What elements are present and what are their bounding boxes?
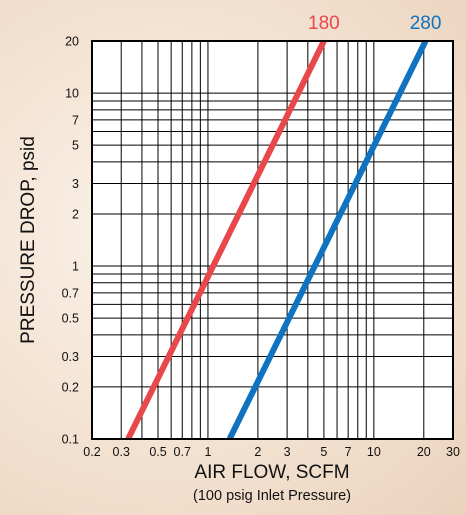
y-tick-label: 0.2 (62, 380, 79, 394)
y-tick-label: 10 (65, 87, 79, 101)
x-tick-labels: 0.2 0.3 0.5 0.7 1 2 3 5 7 10 20 30 (83, 445, 460, 459)
x-tick-label: 5 (320, 445, 327, 459)
x-tick-label: 7 (345, 445, 352, 459)
x-axis-note: (100 psig Inlet Pressure) (193, 488, 351, 504)
y-tick-label: 1 (72, 260, 79, 274)
x-tick-label: 1 (204, 445, 211, 459)
y-tick-label: 7 (72, 113, 79, 127)
series-label-180: 180 (308, 13, 340, 34)
y-tick-label: 3 (72, 177, 79, 191)
series-line-280 (226, 39, 429, 441)
x-tick-label: 30 (446, 445, 460, 459)
x-tick-label: 0.2 (83, 445, 100, 459)
y-tick-labels: 0.1 0.2 0.3 0.5 0.7 1 2 3 5 7 10 20 (62, 35, 79, 447)
x-tick-label: 0.3 (113, 445, 130, 459)
y-tick-label: 0.3 (62, 350, 79, 364)
y-axis-title: PRESSURE DROP, psid (18, 136, 39, 344)
y-tick-label: 2 (72, 207, 79, 221)
y-tick-label: 0.7 (62, 286, 79, 300)
x-tick-label: 2 (254, 445, 261, 459)
y-tick-label: 20 (65, 35, 79, 49)
y-tick-label: 5 (72, 139, 79, 153)
y-tick-label: 0.1 (62, 433, 79, 447)
plot-frame (91, 40, 454, 440)
x-axis-title: AIR FLOW, SCFM (194, 462, 349, 483)
y-tick-label: 0.5 (62, 312, 79, 326)
x-tick-label: 0.5 (149, 445, 166, 459)
x-tick-label: 10 (367, 445, 381, 459)
series-line-180 (125, 39, 327, 441)
series-lines (125, 39, 429, 441)
series-label-280: 280 (410, 13, 442, 34)
x-tick-label: 3 (284, 445, 291, 459)
x-tick-label: 20 (417, 445, 431, 459)
series-labels: 180 280 (308, 13, 441, 34)
x-tick-label: 0.7 (174, 445, 191, 459)
